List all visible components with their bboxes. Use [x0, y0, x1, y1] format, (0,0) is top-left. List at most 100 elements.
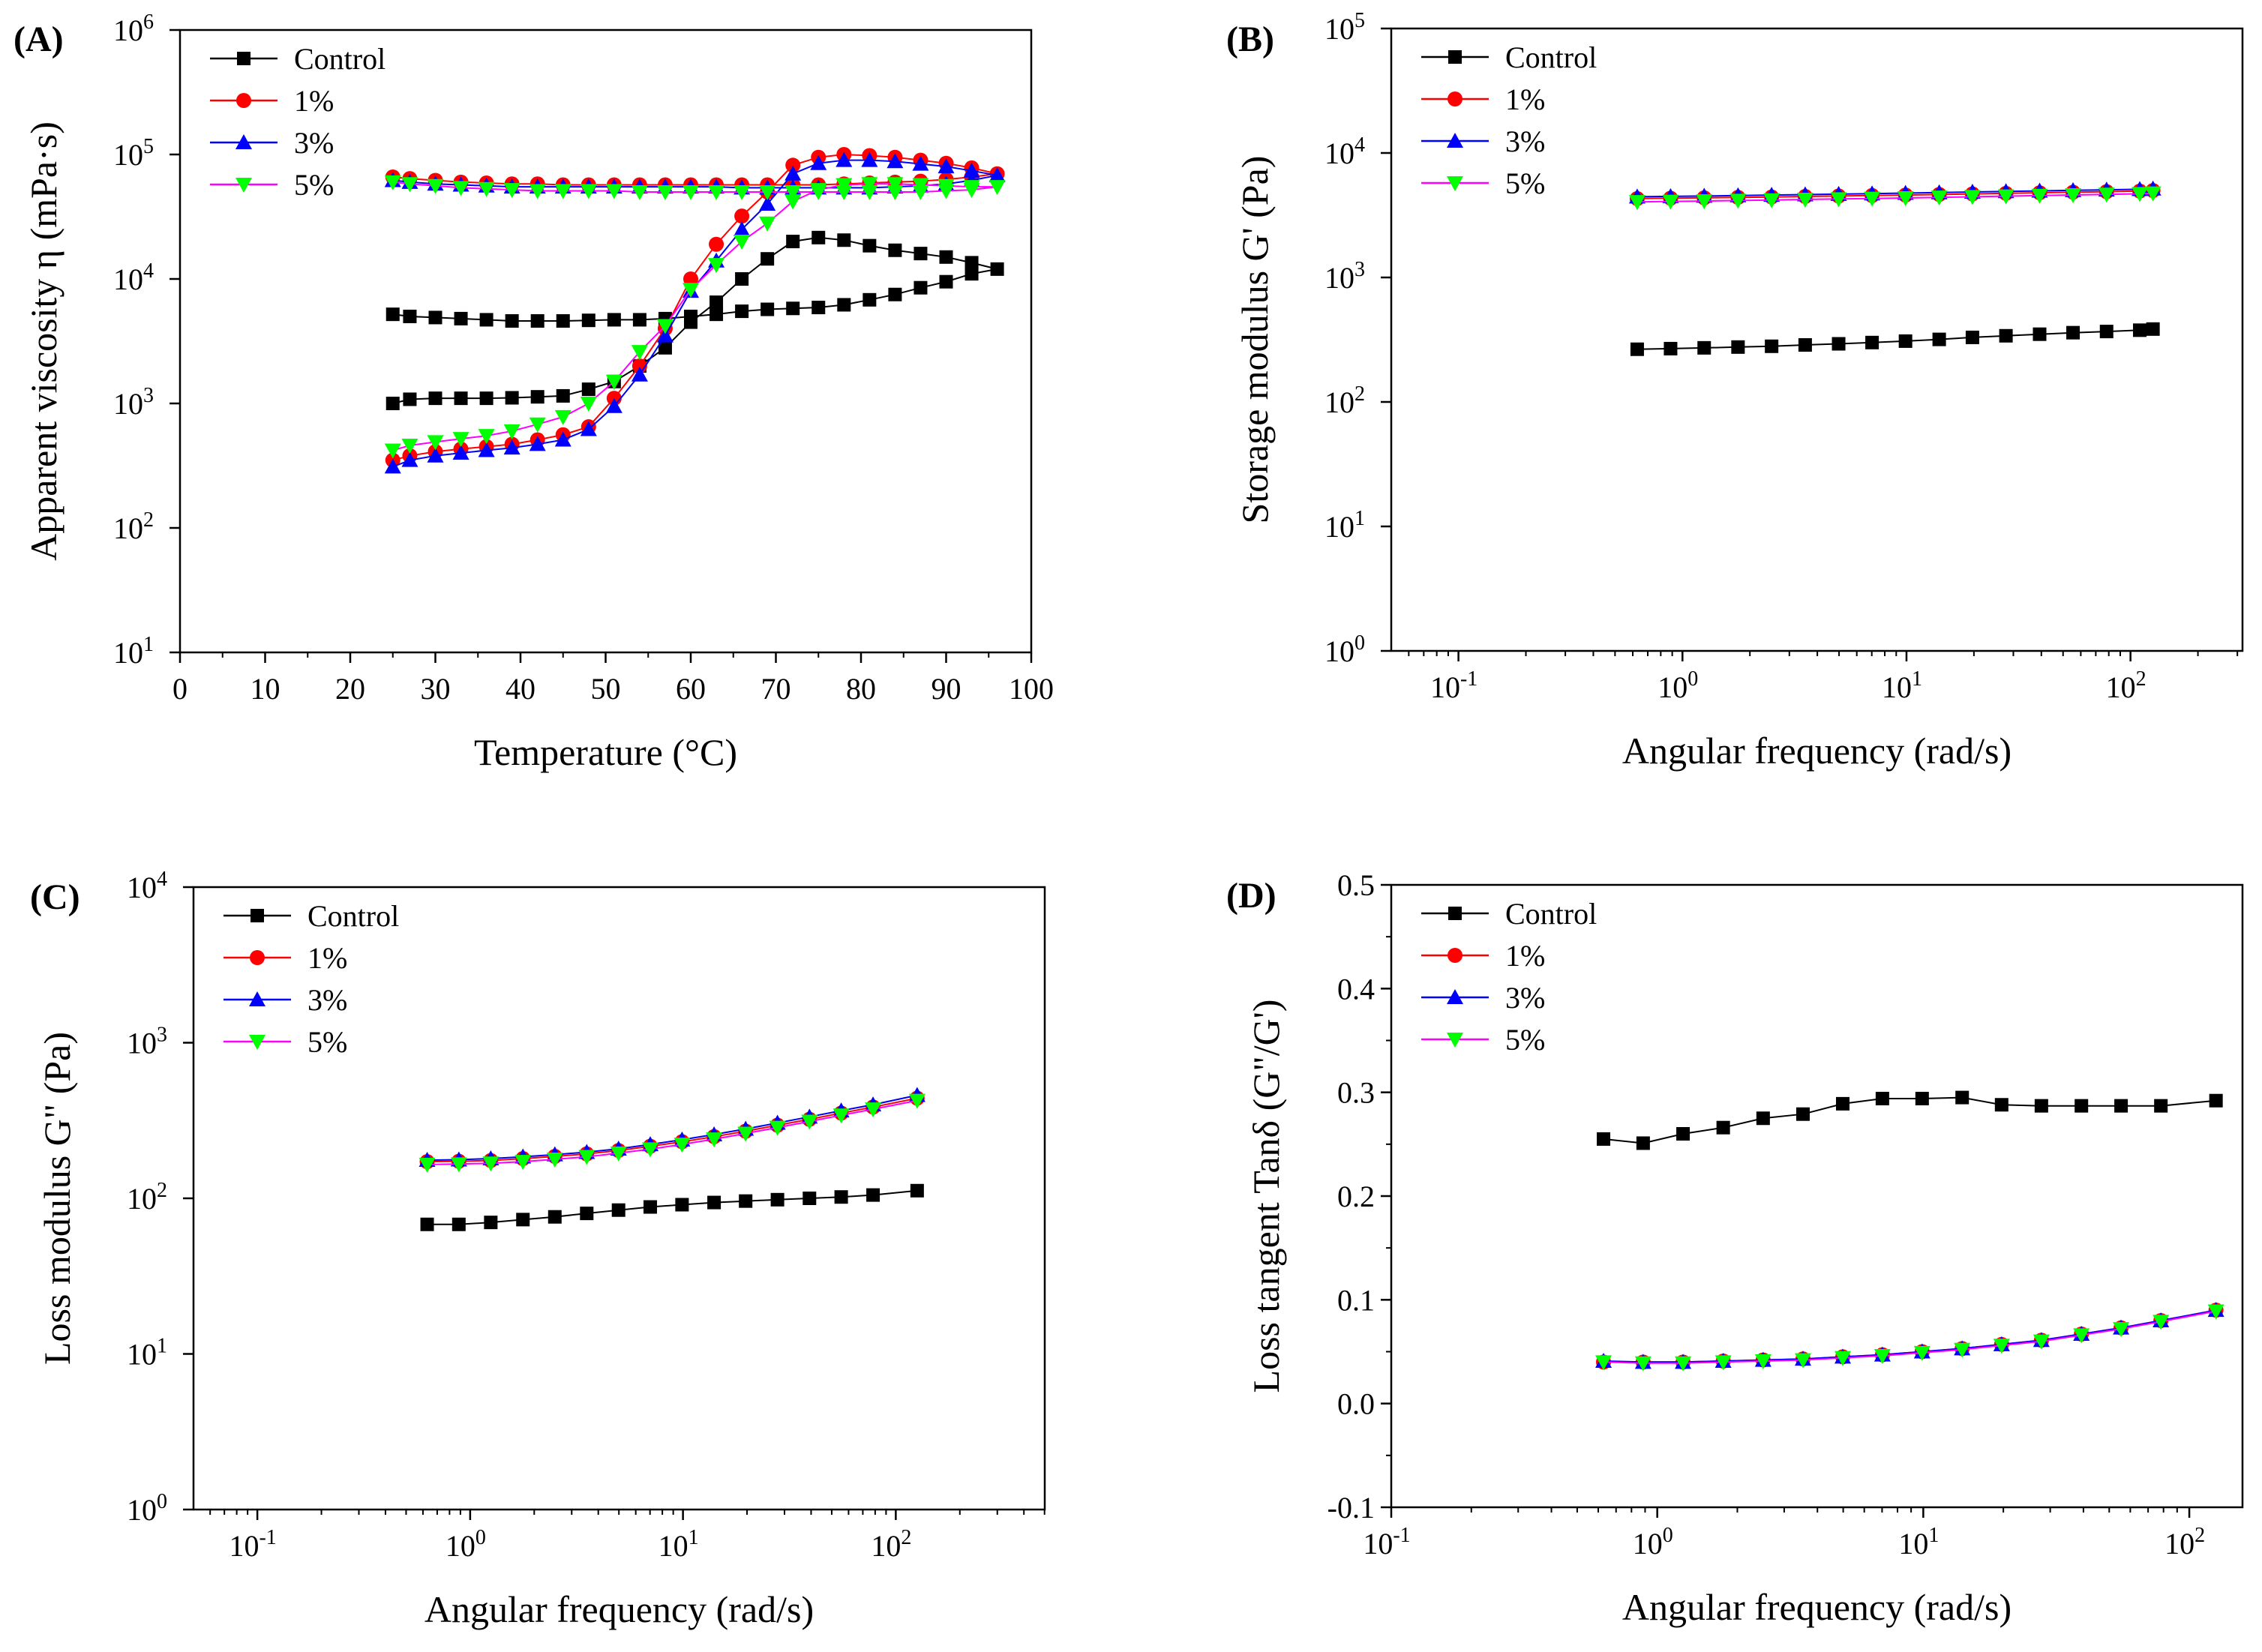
data-point	[479, 313, 494, 327]
data-point	[1696, 194, 1713, 210]
data-point	[675, 1198, 689, 1212]
data-point	[478, 442, 495, 457]
data-point	[554, 431, 572, 447]
data-point	[1794, 1353, 1811, 1369]
series-line	[427, 1097, 918, 1163]
series-line	[427, 1099, 918, 1165]
legend-item: 3%	[1421, 124, 1545, 158]
data-point	[769, 1120, 786, 1136]
data-point	[556, 388, 570, 403]
data-point	[403, 392, 417, 406]
x-tick-label: 101	[1898, 1524, 1939, 1561]
data-point	[861, 184, 878, 200]
legend-label: Control	[1505, 897, 1597, 931]
data-point	[888, 287, 902, 301]
data-point	[939, 250, 953, 264]
legend-item: 1%	[1421, 939, 1545, 973]
series-5pct	[384, 175, 1006, 459]
series-line	[1603, 1096, 2216, 1144]
data-point	[516, 1213, 530, 1227]
legend: Control 1% 3% 5%	[1421, 40, 1597, 200]
data-point	[578, 1150, 596, 1165]
data-point	[759, 196, 776, 211]
data-point	[656, 184, 674, 200]
data-point	[886, 177, 904, 193]
data-point	[938, 158, 955, 174]
y-tick-label: 102	[113, 508, 154, 545]
legend-item: Control	[210, 42, 386, 76]
data-point	[1636, 1136, 1650, 1150]
data-point	[862, 292, 877, 307]
data-point	[554, 184, 572, 199]
data-point	[812, 230, 826, 244]
legend-marker	[250, 950, 265, 965]
data-point	[683, 271, 698, 286]
data-point	[737, 1126, 754, 1142]
data-point	[2073, 1328, 2090, 1344]
data-point	[910, 1183, 924, 1198]
y-tick-label: 104	[113, 259, 154, 296]
legend: Control 1% 3% 5%	[1421, 897, 1597, 1057]
data-point	[1915, 1091, 1929, 1105]
data-point	[836, 151, 853, 167]
data-point	[420, 1217, 434, 1231]
data-point	[1716, 1120, 1730, 1135]
x-tick-label: 102	[871, 1526, 911, 1563]
data-point	[708, 184, 725, 200]
data-point	[2066, 325, 2080, 340]
data-point	[707, 1195, 722, 1210]
data-point	[427, 178, 444, 194]
data-point	[401, 438, 418, 454]
data-point	[1994, 1098, 2008, 1112]
data-point	[759, 184, 776, 200]
data-point	[2207, 1304, 2224, 1320]
data-point	[386, 397, 400, 410]
data-point	[529, 184, 546, 199]
legend-item: Control	[1421, 40, 1597, 74]
legend-marker	[1447, 1033, 1463, 1048]
x-tick-label: 60	[676, 672, 706, 706]
series-5pct	[1595, 1304, 2224, 1372]
legend-item: 1%	[224, 941, 347, 975]
data-point	[1756, 1111, 1770, 1126]
data-point	[1597, 1132, 1611, 1146]
data-point	[1798, 337, 1812, 352]
data-point	[611, 1203, 626, 1217]
data-point	[1897, 191, 1914, 207]
data-point	[1932, 332, 1946, 346]
data-point	[832, 1108, 850, 1124]
x-tick-label: 100	[446, 1526, 486, 1563]
legend-marker	[250, 909, 264, 922]
legend-label: 1%	[1505, 939, 1545, 973]
data-point	[964, 256, 979, 270]
data-point	[2034, 1099, 2048, 1113]
legend-marker	[249, 991, 266, 1006]
data-point	[2152, 1315, 2170, 1330]
data-point	[939, 274, 953, 289]
data-point	[912, 184, 929, 200]
x-axis-label: Angular frequency (rad/s)	[1622, 730, 2012, 772]
data-point	[1835, 1096, 1850, 1111]
legend-item: 5%	[224, 1025, 347, 1059]
data-point	[1595, 1355, 1612, 1371]
data-point	[812, 301, 826, 315]
data-point	[428, 310, 442, 325]
data-point	[418, 1157, 436, 1173]
data-point	[2065, 187, 2082, 203]
data-point	[503, 183, 520, 199]
data-point	[2074, 1099, 2089, 1113]
data-point	[427, 435, 444, 451]
data-point	[1628, 195, 1646, 211]
data-point	[386, 307, 400, 322]
data-point	[866, 1188, 880, 1202]
y-tick-label: 0.5	[1337, 868, 1375, 902]
data-point	[554, 409, 572, 425]
y-tick-label: 102	[127, 1179, 167, 1216]
data-point	[1676, 1127, 1690, 1141]
data-point	[801, 1114, 818, 1130]
data-point	[530, 313, 544, 328]
panel-a: (A) 0 10 20 30 40 50 60 70 80 90 100 101 102 103 104 105…	[14, 10, 1054, 773]
data-point	[836, 184, 853, 200]
data-point	[684, 309, 698, 323]
data-point	[644, 1200, 658, 1214]
